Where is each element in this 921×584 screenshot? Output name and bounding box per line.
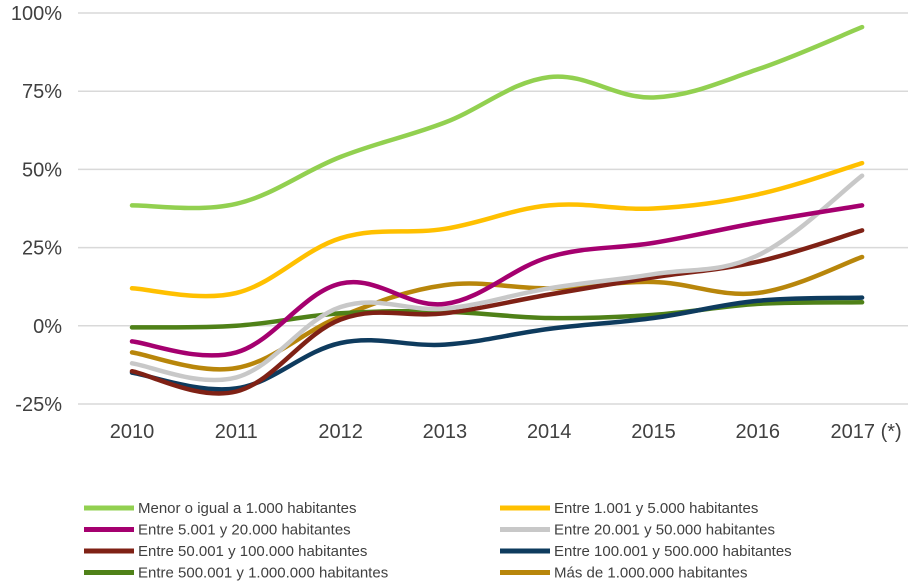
y-tick-label: 25% <box>22 238 62 260</box>
series-line-1 <box>129 24 865 211</box>
legend-label: Menor o igual a 1.000 habitantes <box>138 500 357 517</box>
y-tick-label: -25% <box>15 394 62 416</box>
x-tick-label: 2010 <box>110 421 155 443</box>
x-tick-label: 2011 <box>215 421 258 443</box>
series-lines <box>129 24 865 396</box>
y-tick-label: 50% <box>22 159 62 181</box>
series-line-2 <box>129 160 865 299</box>
x-tick-label: 2014 <box>527 421 572 443</box>
legend-label: Entre 20.001 y 50.000 habitantes <box>554 522 775 539</box>
legend-label: Entre 50.001 y 100.000 habitantes <box>138 543 367 560</box>
legend-label: Entre 5.001 y 20.000 habitantes <box>138 522 351 539</box>
y-axis-ticks: 100% 75% 50% 25% 0% -25% <box>11 3 62 416</box>
x-tick-label: 2013 <box>423 421 468 443</box>
x-tick-label: 2017 (*) <box>831 421 902 443</box>
y-tick-label: 100% <box>11 3 62 25</box>
legend-label: Entre 500.001 y 1.000.000 habitantes <box>138 565 388 582</box>
legend-label: Entre 100.001 y 500.000 habitantes <box>554 543 792 560</box>
series-line-3 <box>129 203 865 358</box>
series-line-5 <box>129 228 865 396</box>
legend: Menor o igual a 1.000 habitantes Entre 1.… <box>84 500 792 582</box>
legend-label: Más de 1.000.000 habitantes <box>554 565 747 582</box>
series-line-7 <box>129 300 865 330</box>
x-axis-ticks: 2010 2011 2012 2013 2014 2015 2016 2017 (*) <box>110 421 902 443</box>
series-line-4 <box>129 173 865 383</box>
x-tick-label: 2015 <box>631 421 676 443</box>
legend-label: Entre 1.001 y 5.000 habitantes <box>554 500 758 517</box>
y-tick-label: 75% <box>22 81 62 103</box>
y-tick-label: 0% <box>33 316 62 338</box>
x-tick-label: 2012 <box>318 421 363 443</box>
x-tick-label: 2016 <box>736 421 781 443</box>
